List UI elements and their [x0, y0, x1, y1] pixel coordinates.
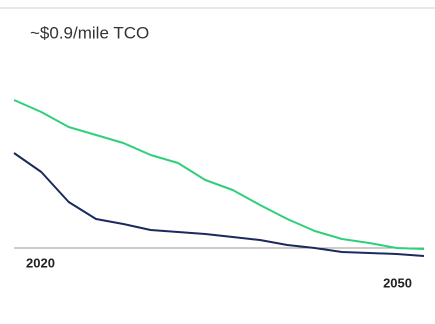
x-tick-label: 2050	[383, 275, 412, 290]
line	[13, 99, 425, 250]
x-tick-label: 2020	[26, 255, 55, 270]
annotation: ~$0.9/mile TCO	[30, 23, 149, 42]
line	[13, 152, 425, 257]
